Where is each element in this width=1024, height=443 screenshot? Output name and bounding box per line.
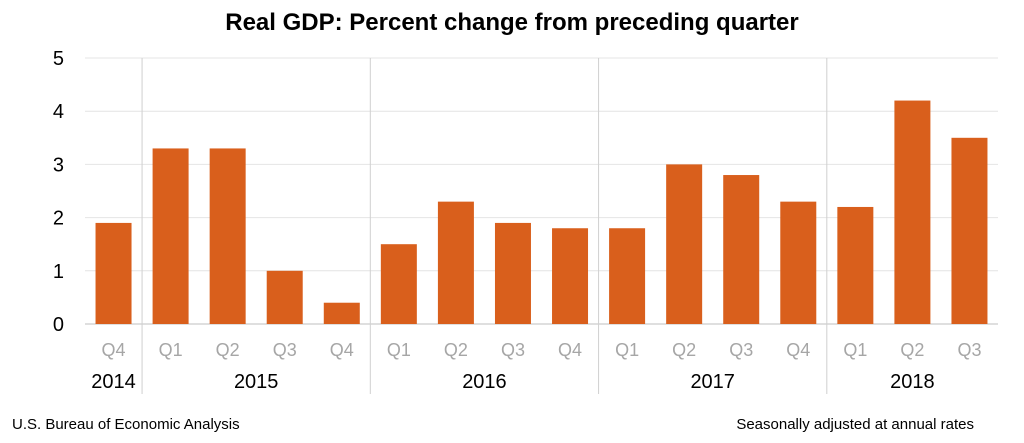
quarter-tick-label: Q4 [558, 340, 582, 360]
quarter-tick-label: Q2 [900, 340, 924, 360]
bars [95, 100, 988, 324]
bar [437, 201, 474, 324]
bar [552, 228, 589, 324]
quarter-tick-label: Q3 [501, 340, 525, 360]
bar [152, 148, 189, 324]
bar [266, 270, 303, 324]
bar [494, 222, 531, 324]
y-tick-label: 5 [53, 48, 64, 70]
bar [951, 137, 988, 324]
quarter-tick-label: Q3 [729, 340, 753, 360]
bar [209, 148, 246, 324]
bar [323, 302, 360, 324]
year-label: 2017 [690, 371, 735, 393]
quarter-tick-label: Q2 [216, 340, 240, 360]
source-note: U.S. Bureau of Economic Analysis [12, 416, 240, 433]
quarter-tick-label: Q1 [843, 340, 867, 360]
quarter-tick-label: Q4 [102, 340, 126, 360]
y-tick-label: 3 [53, 154, 64, 176]
year-dividers [141, 58, 828, 394]
year-label: 2014 [91, 371, 136, 393]
chart-title: Real GDP: Percent change from preceding … [225, 9, 798, 36]
quarter-tick-label: Q2 [444, 340, 468, 360]
quarter-tick-label: Q4 [786, 340, 810, 360]
year-labels: 2014 2015 2016 2017 2018 [91, 371, 934, 393]
y-tick-label: 4 [53, 101, 64, 123]
bar [780, 201, 817, 324]
bar [380, 244, 417, 324]
quarter-tick-label: Q2 [672, 340, 696, 360]
quarter-tick-label: Q3 [957, 340, 981, 360]
bar [894, 100, 931, 324]
y-tick-label: 1 [53, 261, 64, 283]
quarter-tick-label: Q3 [273, 340, 297, 360]
bar [723, 175, 760, 324]
quarter-tick-label: Q1 [615, 340, 639, 360]
bar [837, 206, 874, 324]
quarter-tick-label: Q1 [387, 340, 411, 360]
bar [666, 164, 703, 324]
year-label: 2015 [234, 371, 279, 393]
y-tick-label: 2 [53, 208, 64, 230]
bar [609, 228, 646, 324]
y-axis-ticks: 0 1 2 3 4 5 [53, 48, 64, 336]
y-tick-label: 0 [53, 314, 64, 336]
quarter-tick-labels: Q4 Q1 Q2 Q3 Q4 Q1 Q2 Q3 Q4 Q1 Q2 Q3 Q4 Q1 Q2 Q3 [102, 340, 982, 360]
seasonal-note: Seasonally adjusted at annual rates [736, 416, 974, 433]
bar [95, 222, 132, 324]
quarter-tick-label: Q1 [159, 340, 183, 360]
year-label: 2018 [890, 371, 935, 393]
year-label: 2016 [462, 371, 507, 393]
quarter-tick-label: Q4 [330, 340, 354, 360]
